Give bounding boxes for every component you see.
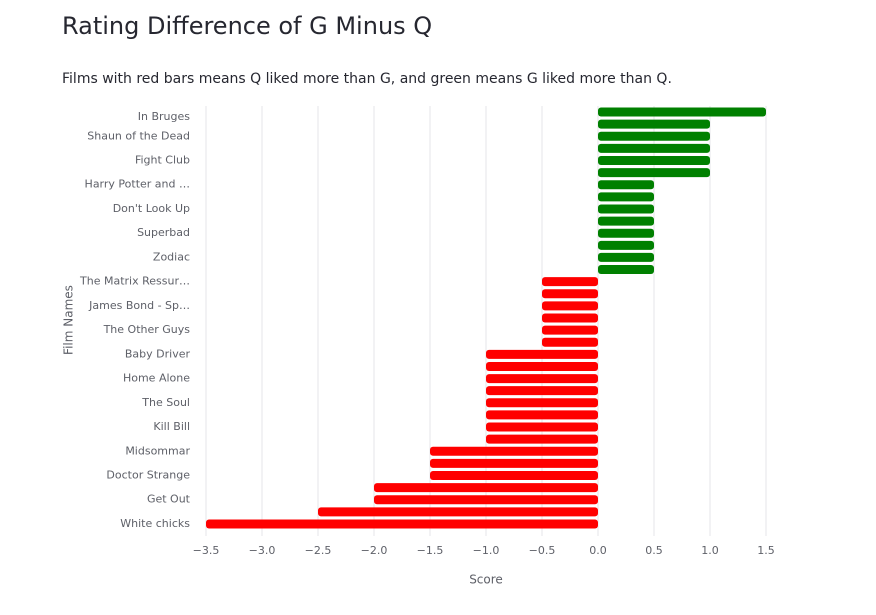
bar xyxy=(430,446,598,456)
chart-subtitle: Films with red bars means Q liked more t… xyxy=(62,71,672,87)
y-tick-label: Harry Potter and … xyxy=(85,178,190,191)
bar xyxy=(598,192,654,202)
bar xyxy=(318,507,598,517)
bar xyxy=(430,458,598,468)
bar xyxy=(598,240,654,250)
y-tick-label: Don't Look Up xyxy=(113,202,190,215)
bar xyxy=(206,519,598,529)
bar xyxy=(542,301,598,311)
y-tick-label: White chicks xyxy=(120,517,190,530)
bar xyxy=(598,204,654,214)
bar xyxy=(486,434,598,444)
bar xyxy=(374,495,598,505)
x-tick-label: 0.5 xyxy=(645,544,663,557)
x-tick-label: −1.5 xyxy=(417,544,444,557)
bar xyxy=(598,143,710,153)
y-tick-label: Zodiac xyxy=(153,250,190,263)
bar xyxy=(542,277,598,287)
bar xyxy=(598,131,710,141)
x-tick-label: −2.0 xyxy=(361,544,388,557)
chart-title: Rating Difference of G Minus Q xyxy=(62,12,432,40)
y-tick-label: Doctor Strange xyxy=(106,468,190,481)
bar xyxy=(598,107,766,117)
x-tick-label: −1.0 xyxy=(473,544,500,557)
y-tick-label: Kill Bill xyxy=(153,420,190,433)
y-axis-title: Film Names xyxy=(62,285,76,355)
y-tick-label: The Matrix Ressur… xyxy=(79,275,190,288)
bar xyxy=(542,337,598,347)
x-tick-label: 1.5 xyxy=(757,544,775,557)
y-tick-label: The Other Guys xyxy=(103,323,191,336)
y-tick-label: Fight Club xyxy=(135,154,190,167)
bar xyxy=(598,168,710,178)
bar xyxy=(486,410,598,420)
bar xyxy=(430,470,598,480)
bar xyxy=(542,325,598,335)
bar xyxy=(486,398,598,408)
x-tick-label: −3.5 xyxy=(193,544,220,557)
y-tick-label: Midsommar xyxy=(125,444,190,457)
y-tick-label: In Bruges xyxy=(138,110,191,123)
bar xyxy=(486,422,598,432)
bar xyxy=(486,386,598,396)
x-tick-label: 1.0 xyxy=(701,544,719,557)
y-tick-label: Baby Driver xyxy=(125,347,191,360)
bar xyxy=(486,349,598,359)
bar xyxy=(598,156,710,166)
bar xyxy=(598,252,654,262)
bar xyxy=(598,216,654,226)
y-tick-label: Home Alone xyxy=(123,372,190,385)
x-axis-title: Score xyxy=(469,573,503,587)
x-tick-label: −3.0 xyxy=(249,544,276,557)
y-tick-label: James Bond - Sp… xyxy=(88,299,190,312)
bar xyxy=(486,361,598,371)
x-tick-label: −0.5 xyxy=(529,544,556,557)
y-tick-label: Shaun of the Dead xyxy=(87,129,190,142)
y-tick-label: Superbad xyxy=(137,226,190,239)
bar xyxy=(598,228,654,238)
bar xyxy=(542,313,598,323)
y-tick-label: Get Out xyxy=(147,493,191,506)
bar xyxy=(374,483,598,493)
bar xyxy=(598,119,710,129)
y-tick-label: The Soul xyxy=(141,396,190,409)
bar xyxy=(542,289,598,299)
x-tick-label: 0.0 xyxy=(589,544,607,557)
bar xyxy=(598,265,654,275)
bar xyxy=(598,180,654,190)
x-tick-label: −2.5 xyxy=(305,544,332,557)
bar xyxy=(486,374,598,384)
